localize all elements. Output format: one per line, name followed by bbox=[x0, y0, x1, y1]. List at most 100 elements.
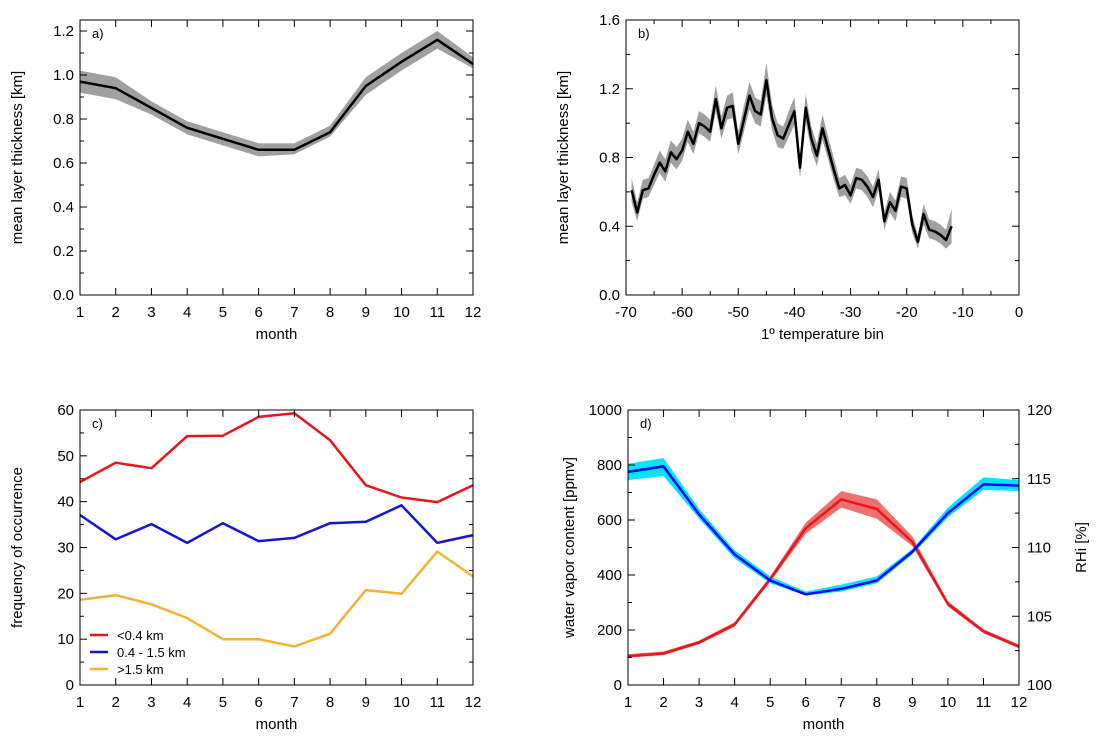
series-0-line bbox=[627, 498, 1020, 658]
x-tick-label: 7 bbox=[290, 304, 298, 321]
y-axis-label: water vapor content [ppmv] bbox=[561, 457, 578, 639]
x-tick-label: 12 bbox=[465, 304, 482, 321]
x-tick-label: -50 bbox=[727, 304, 749, 321]
series-0-line bbox=[79, 38, 474, 152]
x-tick-label: 2 bbox=[659, 694, 667, 711]
y2-tick-label: 100 bbox=[1027, 677, 1052, 694]
x-tick-label: 4 bbox=[183, 694, 191, 711]
x-tick-label: 1 bbox=[76, 304, 84, 321]
x-tick-label: 0 bbox=[1015, 304, 1023, 321]
x-tick-label: 12 bbox=[1011, 694, 1028, 711]
y-tick-label: 0.6 bbox=[53, 155, 74, 172]
panel-label: b) bbox=[638, 26, 650, 41]
y-tick-label: 1.2 bbox=[599, 81, 620, 98]
x-tick-label: 10 bbox=[940, 694, 957, 711]
y-tick-label: 40 bbox=[57, 494, 74, 511]
x-tick-label: 3 bbox=[695, 694, 703, 711]
y-tick-label: 400 bbox=[597, 567, 622, 584]
panel-label: c) bbox=[92, 416, 103, 431]
x-axis-label: 1º temperature bin bbox=[761, 326, 884, 343]
x-tick-label: 2 bbox=[112, 304, 120, 321]
x-tick-label: 7 bbox=[290, 694, 298, 711]
x-tick-label: 1 bbox=[624, 694, 632, 711]
y-tick-label: 30 bbox=[57, 540, 74, 557]
x-tick-label: 8 bbox=[326, 694, 334, 711]
x-tick-label: -30 bbox=[840, 304, 862, 321]
x-tick-label: 10 bbox=[393, 304, 410, 321]
plot-frame bbox=[625, 19, 1020, 296]
series-0-uncertainty-band bbox=[628, 491, 1019, 658]
y-tick-label: 0.8 bbox=[599, 150, 620, 167]
y-tick-label: 800 bbox=[597, 457, 622, 474]
panel-b-line-chart: -70 -60 -50 -40 -30 -20 -10 0 0.0 0.4 0.8 1.2 1.6 1º … bbox=[555, 12, 1023, 343]
y2-tick-label: 110 bbox=[1027, 540, 1051, 557]
x-tick-label: -40 bbox=[784, 304, 806, 321]
x-axis-label: month bbox=[256, 716, 298, 733]
x-tick-label: 10 bbox=[393, 694, 410, 711]
y2-tick-label: 120 bbox=[1027, 402, 1052, 419]
plot-frame bbox=[627, 409, 1020, 686]
x-tick-label: 6 bbox=[802, 694, 810, 711]
x-axis-label: month bbox=[256, 326, 298, 343]
x-tick-label: 4 bbox=[730, 694, 738, 711]
series-1-line bbox=[79, 504, 474, 545]
plot-frame bbox=[79, 19, 474, 296]
series-1-line bbox=[627, 465, 1020, 596]
x-tick-label: 11 bbox=[429, 694, 445, 711]
panel-label: a) bbox=[92, 26, 104, 41]
x-tick-label: 9 bbox=[908, 694, 916, 711]
series-0-uncertainty-band bbox=[80, 31, 473, 157]
x-tick-label: 5 bbox=[219, 304, 227, 321]
y-tick-label: 0.4 bbox=[599, 218, 620, 235]
y-tick-label: 10 bbox=[57, 631, 74, 648]
y-tick-label: 50 bbox=[57, 448, 74, 465]
x-tick-label: 8 bbox=[326, 304, 334, 321]
x-tick-label: 8 bbox=[873, 694, 881, 711]
x-tick-label: 7 bbox=[837, 694, 845, 711]
y-tick-label: 0 bbox=[614, 677, 622, 694]
x-tick-label: 12 bbox=[465, 694, 482, 711]
series-0-line bbox=[79, 411, 474, 504]
series-1-uncertainty-band bbox=[628, 458, 1019, 596]
x-tick-label: -70 bbox=[615, 304, 637, 321]
y-tick-label: 0.0 bbox=[599, 287, 620, 304]
x-tick-label: 6 bbox=[254, 694, 262, 711]
y-axis-label: mean layer thickness [km] bbox=[555, 71, 572, 244]
x-tick-label: 9 bbox=[362, 694, 370, 711]
y-tick-label: 1.6 bbox=[599, 12, 620, 29]
y-tick-label: 1.0 bbox=[53, 67, 74, 84]
x-tick-label: -60 bbox=[671, 304, 693, 321]
y-axis-label: mean layer thickness [km] bbox=[9, 71, 26, 244]
panel-c-line-chart: 1 2 3 4 5 6 7 8 9 10 11 120102030405060monthfrequen… bbox=[9, 402, 481, 733]
y-tick-label: 1.2 bbox=[53, 23, 74, 40]
x-tick-label: 6 bbox=[254, 304, 262, 321]
legend-label-0: <0.4 km bbox=[117, 628, 164, 643]
x-tick-label: -10 bbox=[952, 304, 974, 321]
y-tick-label: 60 bbox=[57, 402, 74, 419]
x-tick-label: 5 bbox=[219, 694, 227, 711]
x-tick-label: -20 bbox=[896, 304, 918, 321]
y-tick-label: 200 bbox=[597, 622, 622, 639]
legend-label-1: 0.4 - 1.5 km bbox=[117, 645, 186, 660]
y-tick-label: 20 bbox=[57, 585, 74, 602]
x-tick-label: 11 bbox=[976, 694, 992, 711]
panel-d-line-chart: 1 2 3 4 5 6 7 8 9 10 11 120200400600800100010010511… bbox=[561, 402, 1090, 733]
x-tick-label: 9 bbox=[362, 304, 370, 321]
x-tick-label: 5 bbox=[766, 694, 774, 711]
y-tick-label: 0.8 bbox=[53, 111, 74, 128]
y2-tick-label: 115 bbox=[1027, 471, 1051, 488]
legend-label-2: >1.5 km bbox=[117, 662, 164, 677]
x-tick-label: 11 bbox=[429, 304, 445, 321]
x-tick-label: 1 bbox=[76, 694, 84, 711]
panel-a-line-chart: 1 2 3 4 5 6 7 8 9 10 11 120.00.20.40.60.81.01.2mont… bbox=[9, 19, 482, 343]
x-tick-label: 3 bbox=[147, 304, 155, 321]
y-tick-label: 600 bbox=[597, 512, 622, 529]
series-0-uncertainty-band bbox=[631, 63, 952, 249]
y2-axis-label: RHi [%] bbox=[1073, 522, 1090, 573]
y-tick-label: 0 bbox=[66, 677, 74, 694]
series-2-line bbox=[79, 550, 474, 648]
series-0-line bbox=[630, 78, 953, 243]
x-axis-label: month bbox=[803, 716, 845, 733]
y-tick-label: 1000 bbox=[589, 402, 622, 419]
